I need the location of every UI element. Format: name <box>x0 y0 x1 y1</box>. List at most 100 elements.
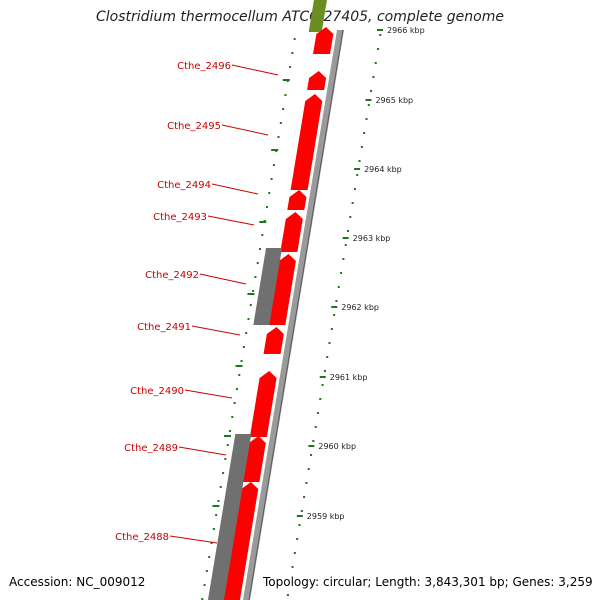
inner-ruler-dot <box>272 164 275 166</box>
ruler-dot <box>337 286 340 288</box>
inner-ruler-dot <box>270 178 273 180</box>
gene-leader-line <box>169 535 218 544</box>
ruler-tick <box>331 306 338 308</box>
inner-ruler-dot <box>277 136 280 138</box>
inner-ruler-dot <box>279 122 282 124</box>
inner-ruler-tick <box>224 435 232 437</box>
forward-gene <box>268 254 296 325</box>
ruler-tick-label: 2962 kbp <box>341 303 379 312</box>
inner-ruler-dot <box>203 584 206 586</box>
inner-ruler-dot <box>282 108 285 110</box>
gene-leader-line <box>191 325 241 336</box>
inner-ruler-dot <box>265 206 268 208</box>
forward-gene <box>280 212 303 252</box>
ruler-dot <box>323 370 326 372</box>
ruler-dot <box>344 244 347 246</box>
ruler-dot <box>291 566 294 568</box>
ruler-dot <box>370 90 373 92</box>
inner-ruler-dot <box>217 500 220 502</box>
ruler-dot <box>358 160 361 162</box>
ruler-tick <box>319 376 326 378</box>
gene-features <box>207 0 334 600</box>
outer-ruler: 2966 kbp 2965 kbp 2964 kbp 2963 kbp 2962 kbp… <box>286 26 425 596</box>
ruler-tick <box>296 515 303 517</box>
inner-ruler-dot <box>208 556 211 558</box>
gene-label: Cthe_2491 <box>137 322 191 333</box>
ruler-tick <box>377 29 383 31</box>
inner-ruler-tick <box>282 79 290 81</box>
inner-ruler <box>201 38 296 600</box>
inner-ruler-tick <box>235 365 243 367</box>
inner-ruler-dot <box>235 388 238 390</box>
map-title: Clostridium thermocellum ATCC 27405, com… <box>96 9 504 25</box>
inner-ruler-dot <box>233 402 236 404</box>
genome-backbone <box>243 29 344 600</box>
ruler-dot <box>365 118 368 120</box>
ruler-dot <box>312 440 315 442</box>
inner-ruler-tick <box>259 221 267 223</box>
ruler-dot <box>328 342 331 344</box>
inner-ruler-dot <box>252 290 255 292</box>
ruler-dot <box>342 258 345 260</box>
ruler-dot <box>330 328 333 330</box>
ruler-tick <box>365 99 372 101</box>
inner-ruler-dot <box>249 304 252 306</box>
inner-ruler-tick <box>271 149 279 151</box>
ruler-dot <box>298 524 301 526</box>
reverse-gene <box>253 248 283 325</box>
gene-label: Cthe_2494 <box>157 180 211 191</box>
reverse-gene <box>227 434 252 482</box>
ruler-dot <box>286 594 289 596</box>
inner-ruler-dot <box>254 276 257 278</box>
inner-ruler-dot <box>238 374 241 376</box>
ruler-dot <box>293 552 296 554</box>
inner-ruler-dot <box>291 52 294 54</box>
ruler-tick-label: 2964 kbp <box>364 165 402 174</box>
gene-leader-line <box>199 273 247 285</box>
inner-ruler-dot <box>268 192 271 194</box>
gene-label: Cthe_2495 <box>167 121 221 132</box>
ruler-dot <box>307 468 310 470</box>
ruler-tick <box>308 445 315 447</box>
ruler-dot <box>379 34 382 36</box>
forward-gene <box>287 190 307 210</box>
ruler-dot <box>321 384 324 386</box>
inner-ruler-dot <box>245 332 248 334</box>
gene-leader-line <box>178 446 227 456</box>
ruler-dot <box>340 272 343 274</box>
forward-gene <box>263 327 284 354</box>
gene-leader-line <box>231 64 279 76</box>
inner-ruler-dot <box>242 346 245 348</box>
gene-leader-line <box>211 183 259 195</box>
ruler-dot <box>305 482 308 484</box>
ruler-tick-label: 2959 kbp <box>307 512 345 521</box>
gene-leader-line <box>221 124 269 136</box>
ruler-dot <box>356 174 359 176</box>
ruler-tick-label: 2963 kbp <box>353 234 391 243</box>
ruler-dot <box>377 48 380 50</box>
inner-ruler-dot <box>261 234 264 236</box>
ruler-dot <box>319 398 322 400</box>
inner-ruler-dot <box>212 528 215 530</box>
ruler-dot <box>326 356 329 358</box>
ruler-tick-label: 2960 kbp <box>318 442 356 451</box>
inner-ruler-dot <box>259 248 262 250</box>
inner-ruler-dot <box>219 486 222 488</box>
ruler-dot <box>314 426 317 428</box>
gene-leader-line <box>207 215 255 226</box>
ruler-dot <box>351 202 354 204</box>
backbone-strip <box>243 30 344 600</box>
inner-ruler-dot <box>222 472 225 474</box>
inner-ruler-dot <box>240 360 243 362</box>
gene-labels: Cthe_2496 Cthe_2495 Cthe_2494 Cthe_2493 Cthe… <box>115 61 279 544</box>
inner-ruler-dot <box>289 66 292 68</box>
ruler-dot <box>367 104 370 106</box>
inner-ruler-dot <box>247 318 250 320</box>
ruler-dot <box>310 454 313 456</box>
backbone-outer-line <box>248 29 344 600</box>
ruler-tick-label: 2965 kbp <box>375 96 413 105</box>
ruler-dot <box>374 62 377 64</box>
ruler-dot <box>300 510 303 512</box>
inner-ruler-dot <box>284 94 287 96</box>
